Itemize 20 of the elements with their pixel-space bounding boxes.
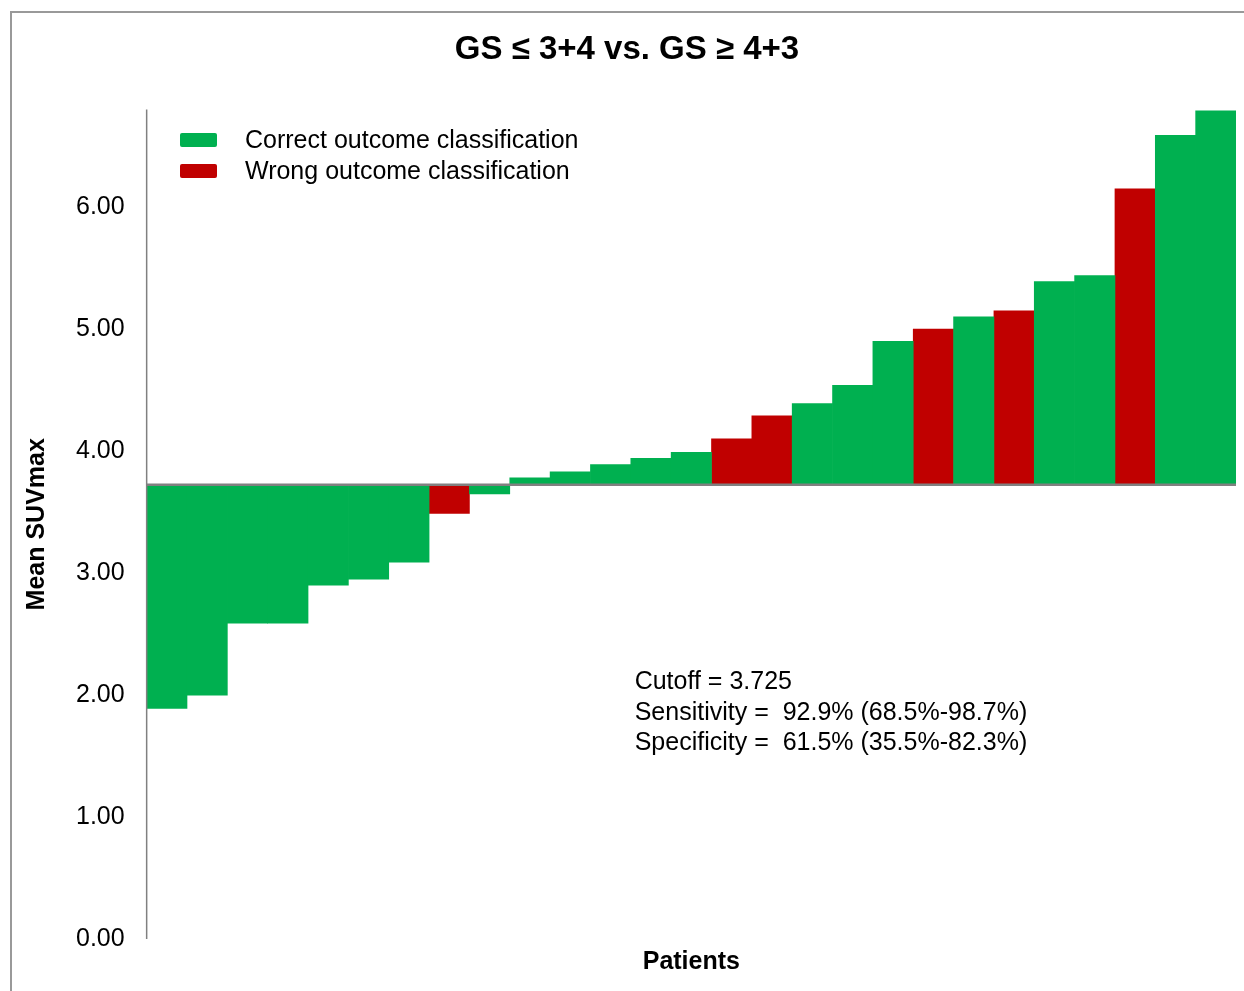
bar bbox=[993, 310, 1035, 485]
bar bbox=[912, 328, 954, 485]
annotation: Cutoff = 3.725 bbox=[634, 666, 792, 694]
legend-label: Correct outcome classification bbox=[245, 125, 579, 154]
legend-label: Wrong outcome classification bbox=[245, 156, 570, 185]
bar bbox=[428, 484, 470, 514]
y-tick-label: 4.00 bbox=[75, 435, 125, 464]
y-tick-label: 1.00 bbox=[75, 800, 125, 829]
bar bbox=[1114, 188, 1156, 485]
y-tick-label: 5.00 bbox=[75, 313, 125, 342]
annotation: Specificity = 61.5% (35.5%-82.3%) bbox=[634, 727, 1028, 755]
chart-title: GS ≤ 3+4 vs. GS ≥ 4+3 bbox=[454, 28, 800, 66]
y-tick-label: 3.00 bbox=[75, 556, 125, 585]
x-axis-title: Patients bbox=[642, 945, 740, 974]
y-tick-label: 0.00 bbox=[75, 922, 125, 951]
bar bbox=[953, 316, 995, 485]
y-axis-title: Mean SUVmax bbox=[20, 438, 49, 611]
y-tick-label: 2.00 bbox=[75, 678, 125, 707]
annotation: Sensitivity = 92.9% (68.5%-98.7%) bbox=[634, 696, 1028, 725]
y-tick-label: 6.00 bbox=[75, 191, 125, 220]
